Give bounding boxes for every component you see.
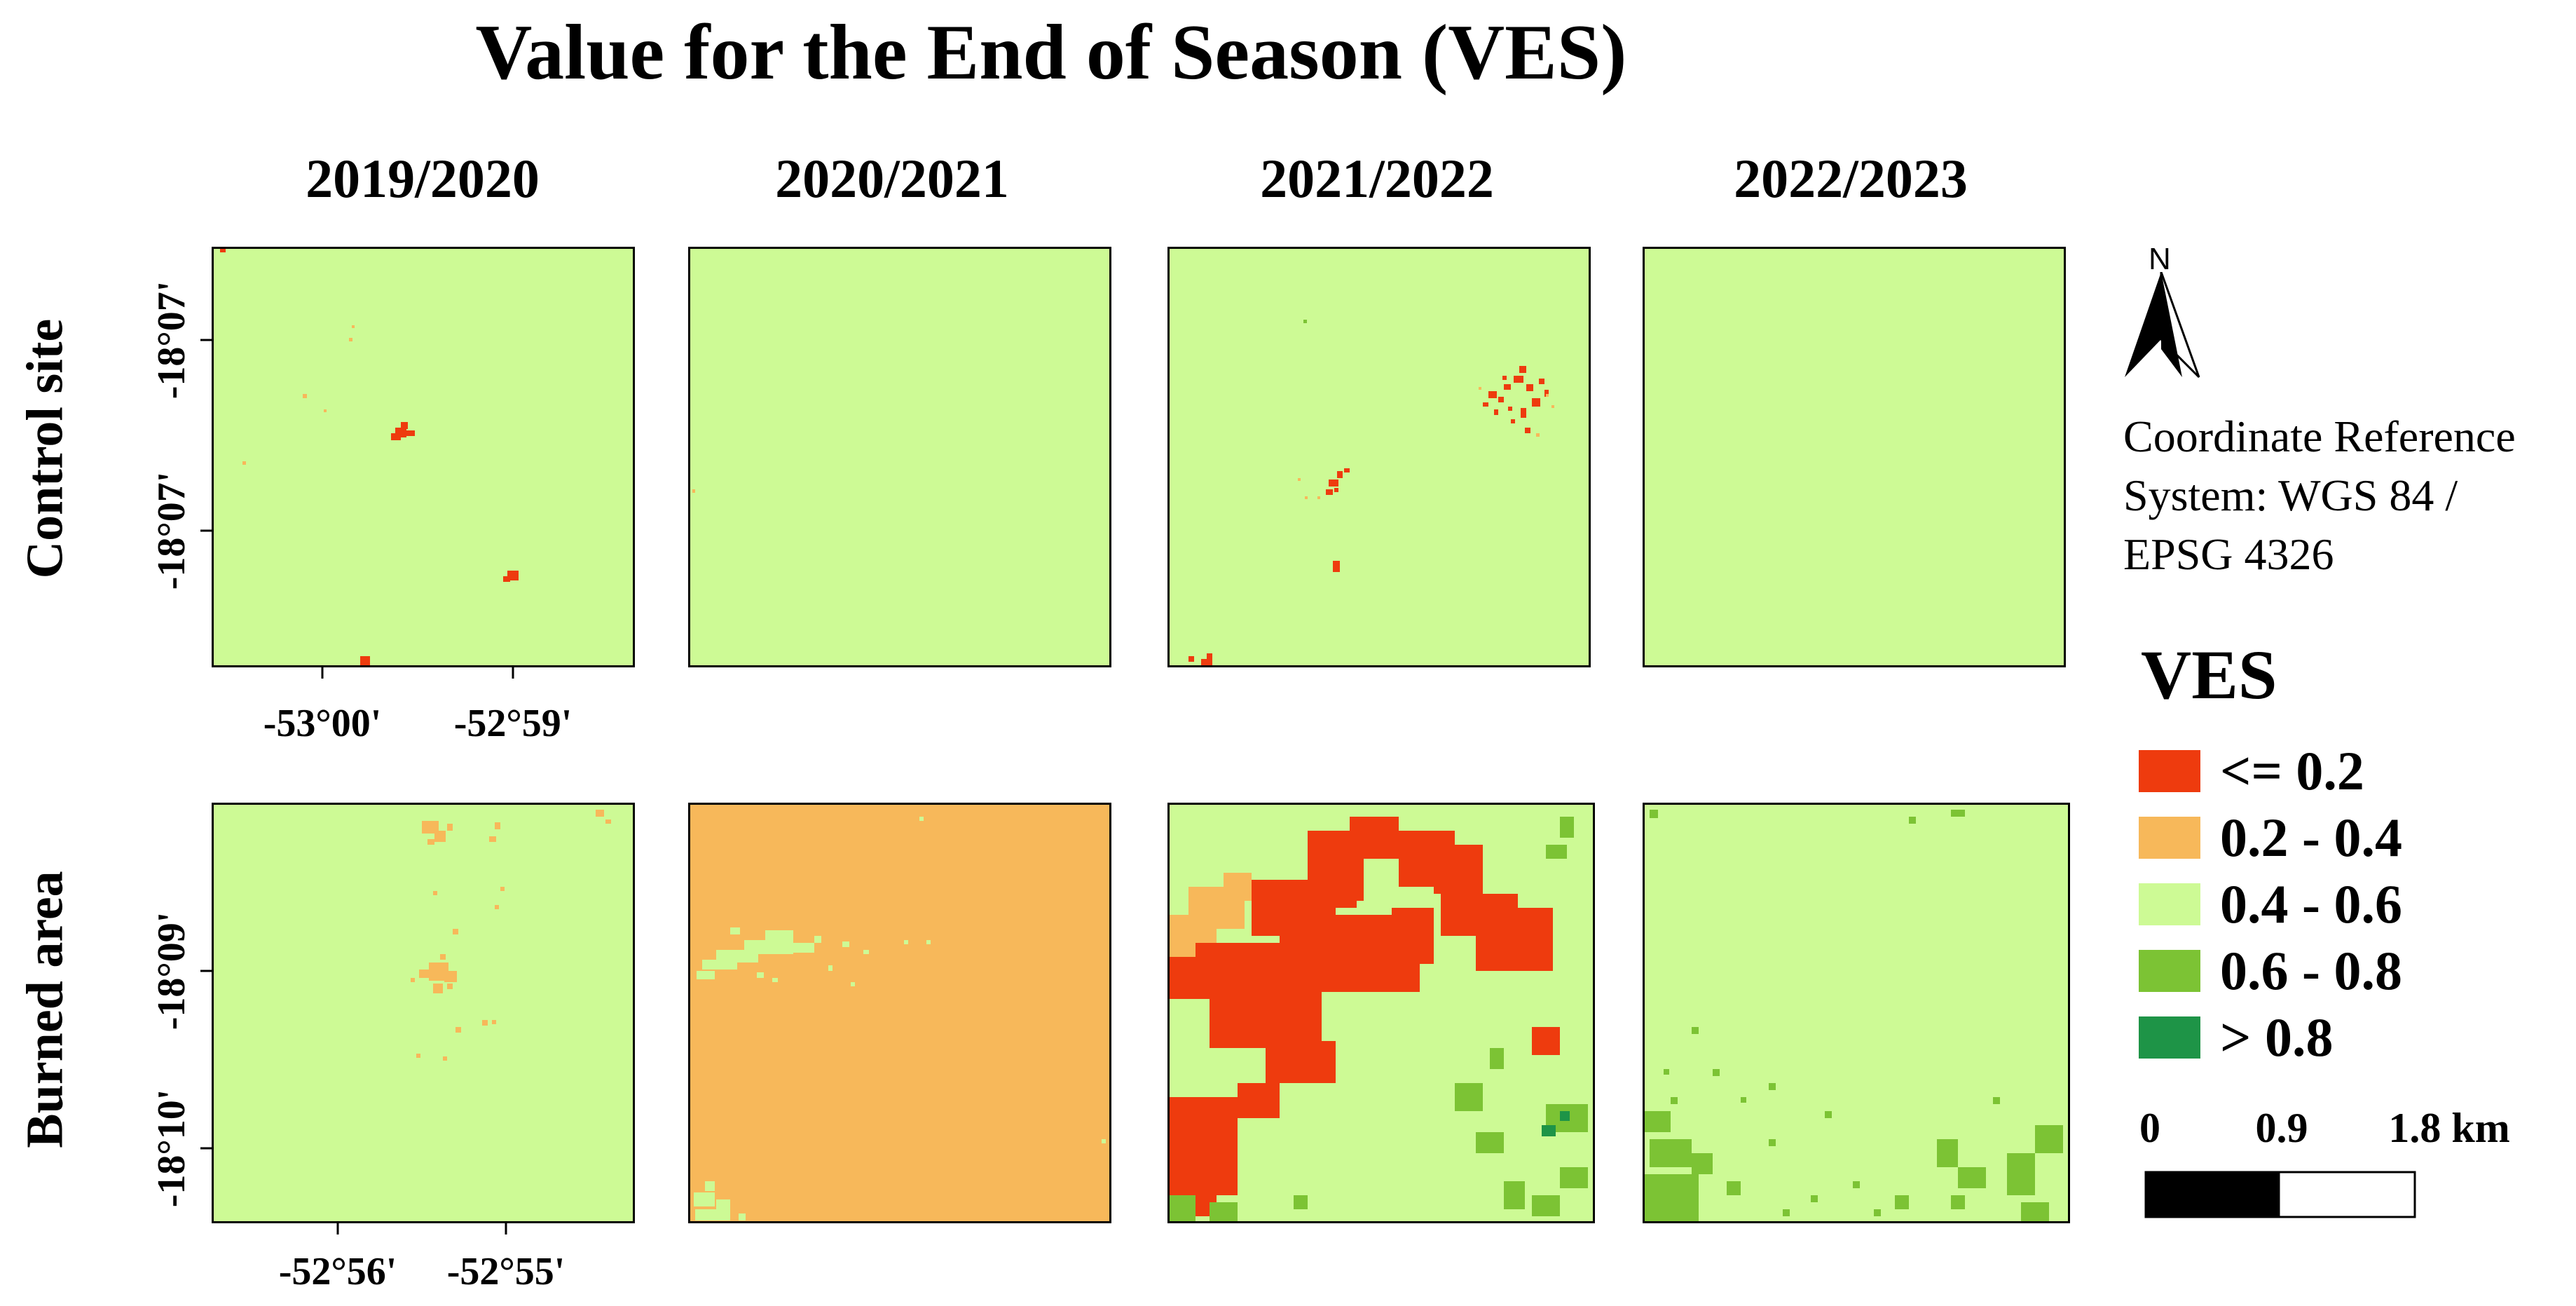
x-tick-label: -52°55' xyxy=(446,1250,566,1293)
legend-item: 0.4 - 0.6 xyxy=(2139,873,2402,934)
scale-label: 0.9 xyxy=(2255,1105,2308,1151)
legend-swatch xyxy=(2139,750,2200,792)
legend-label: 0.6 - 0.8 xyxy=(2220,940,2402,1001)
raster-2021-burned xyxy=(1167,803,1595,1223)
x-tick-label: -52°56' xyxy=(278,1250,397,1293)
x-tick-label: -53°00' xyxy=(263,702,382,745)
legend-label: > 0.8 xyxy=(2220,1007,2334,1068)
legend-swatch xyxy=(2139,1016,2200,1059)
scale-label: 0 xyxy=(2139,1105,2160,1151)
legend-label: <= 0.2 xyxy=(2220,740,2364,801)
legend-swatch xyxy=(2139,817,2200,859)
legend-title: VES xyxy=(2141,636,2277,714)
legend-swatch xyxy=(2139,950,2200,992)
north-arrow-icon xyxy=(2125,272,2200,379)
column-title-2019-2020: 2019/2020 xyxy=(306,148,540,209)
raster-2022-burned xyxy=(1643,803,2070,1223)
crs-text: System: WGS 84 / xyxy=(2123,470,2458,520)
raster-2019-burned xyxy=(212,803,635,1223)
map-panel xyxy=(212,247,635,667)
legend-item: <= 0.2 xyxy=(2139,740,2364,801)
map-panel xyxy=(1167,803,1595,1223)
raster-2020-burned xyxy=(688,803,1111,1223)
legend-item: 0.2 - 0.4 xyxy=(2139,807,2402,868)
raster-2020-control xyxy=(688,247,1111,667)
legend-item: 0.6 - 0.8 xyxy=(2139,940,2402,1001)
legend-item: > 0.8 xyxy=(2139,1007,2333,1068)
legend-swatch xyxy=(2139,883,2200,925)
legend-label: 0.4 - 0.6 xyxy=(2220,873,2402,934)
raster-2021-control xyxy=(1167,247,1591,667)
crs-text: Coordinate Reference xyxy=(2123,411,2516,461)
map-panel xyxy=(1643,247,2066,667)
x-tick-label: -52°59' xyxy=(453,702,573,745)
column-title-2020-2021: 2020/2021 xyxy=(775,148,1009,209)
scale-label: 1.8 km xyxy=(2388,1105,2510,1151)
column-title-2022-2023: 2022/2023 xyxy=(1734,148,1968,209)
map-panel xyxy=(1167,247,1591,667)
raster-2022-control xyxy=(1643,247,2066,667)
scale-bar xyxy=(2144,1171,2416,1218)
north-label: N xyxy=(2149,242,2171,276)
legend-label: 0.2 - 0.4 xyxy=(2220,807,2402,868)
map-panel xyxy=(688,803,1111,1223)
map-panel xyxy=(688,247,1111,667)
map-title: Value for the End of Season (VES) xyxy=(475,9,1627,96)
map-panel xyxy=(212,803,635,1223)
map-panel xyxy=(1643,803,2070,1223)
column-title-2021-2022: 2021/2022 xyxy=(1260,148,1494,209)
crs-text: EPSG 4326 xyxy=(2123,529,2334,579)
raster-2019-control xyxy=(212,247,635,667)
